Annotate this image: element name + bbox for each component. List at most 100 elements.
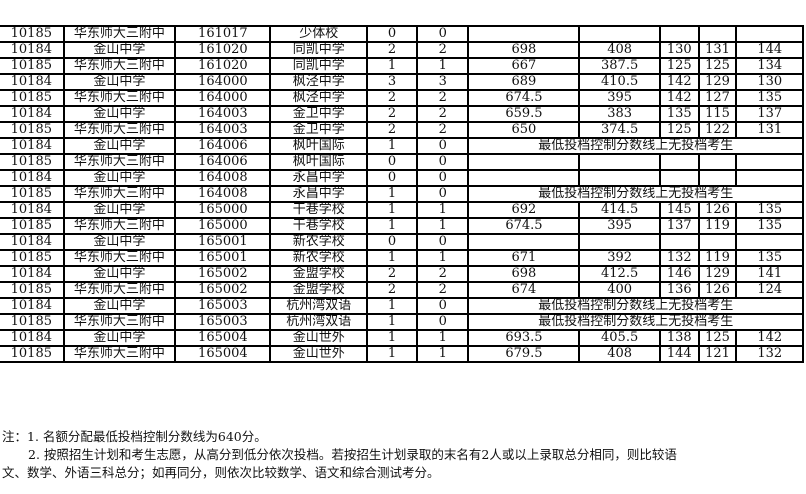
min-three-subject-score-cell: 383 [578, 105, 661, 123]
middle-school-name-cell: 新农学校 [269, 249, 368, 267]
school-name-cell: 金山中学 [62, 201, 177, 219]
min-total-score-cell: 671 [467, 249, 581, 267]
math-score-cell [697, 169, 738, 187]
math-score-cell: 125 [697, 57, 738, 75]
min-total-score-cell: 650 [467, 121, 581, 139]
min-three-subject-score-cell: 400 [578, 281, 661, 299]
foreign-language-score-cell: 135 [735, 201, 804, 219]
note-1: 注：1. 名额分配最低投档控制分数线为640分。 [2, 429, 267, 444]
min-three-subject-score-cell: 405.5 [578, 329, 661, 347]
chinese-score-cell: 137 [658, 217, 700, 235]
table-body: 10185 华东师大三附中 161017 少体校 0 0 10184 金山中学 161020 同凯… [0, 25, 804, 363]
math-score-cell: 126 [697, 281, 738, 299]
school-code-cell: 10185 [0, 185, 65, 203]
school-name-cell: 华东师大三附中 [62, 25, 177, 43]
school-name-cell: 华东师大三附中 [62, 153, 177, 171]
quota-cell: 3 [365, 73, 419, 91]
middle-school-name-cell: 枫泾中学 [269, 89, 368, 107]
middle-school-code-cell: 165004 [174, 329, 272, 347]
school-name-cell: 华东师大三附中 [62, 217, 177, 235]
school-name-cell: 金山中学 [62, 105, 177, 123]
middle-school-code-cell: 165000 [174, 217, 272, 235]
admitted-cell: 0 [416, 185, 470, 203]
middle-school-name-cell: 金卫中学 [269, 105, 368, 123]
middle-school-code-cell: 161020 [174, 57, 272, 75]
min-total-score-cell [467, 233, 581, 251]
foreign-language-score-cell: 144 [735, 41, 804, 59]
math-score-cell [697, 153, 738, 171]
admitted-cell: 2 [416, 121, 470, 139]
table-row: 10184 金山中学 165001 新农学校 0 0 [0, 233, 804, 251]
admitted-cell: 2 [416, 89, 470, 107]
min-total-score-cell: 667 [467, 57, 581, 75]
quota-cell: 0 [365, 233, 419, 251]
chinese-score-cell: 125 [658, 121, 700, 139]
school-name-cell: 金山中学 [62, 265, 177, 283]
foreign-language-score-cell: 131 [735, 121, 804, 139]
middle-school-code-cell: 164006 [174, 153, 272, 171]
middle-school-code-cell: 165003 [174, 313, 272, 331]
school-name-cell: 金山中学 [62, 169, 177, 187]
table-row: 10184 金山中学 164003 金卫中学 2 2 659.5 383 135 115 137 [0, 105, 804, 123]
admitted-cell: 2 [416, 105, 470, 123]
school-code-cell: 10184 [0, 137, 65, 155]
school-code-cell: 10184 [0, 73, 65, 91]
math-score-cell: 122 [697, 121, 738, 139]
middle-school-name-cell: 永昌中学 [269, 185, 368, 203]
min-three-subject-score-cell: 374.5 [578, 121, 661, 139]
min-three-subject-score-cell [578, 169, 661, 187]
admitted-cell: 0 [416, 297, 470, 315]
table-row: 10185 华东师大三附中 165004 金山世外 1 1 679.5 408 144 121 13… [0, 345, 804, 363]
table-row: 10185 华东师大三附中 165002 金盟学校 2 2 674 400 136 126 124 [0, 281, 804, 299]
quota-cell: 1 [365, 57, 419, 75]
min-three-subject-score-cell: 395 [578, 217, 661, 235]
table-row: 10184 金山中学 165003 杭州湾双语 1 0 最低投档控制分数线上无投档考生 [0, 297, 804, 315]
no-candidate-note: 最低投档控制分数线上无投档考生 [467, 137, 804, 155]
admitted-cell: 1 [416, 329, 470, 347]
min-total-score-cell: 698 [467, 265, 581, 283]
middle-school-code-cell: 165002 [174, 281, 272, 299]
table-row: 10185 华东师大三附中 164000 枫泾中学 2 2 674.5 395 142 127 13… [0, 89, 804, 107]
min-total-score-cell [467, 169, 581, 187]
middle-school-name-cell: 同凯中学 [269, 57, 368, 75]
school-code-cell: 10185 [0, 57, 65, 75]
quota-cell: 2 [365, 89, 419, 107]
chinese-score-cell: 145 [658, 201, 700, 219]
foreign-language-score-cell [735, 169, 804, 187]
chinese-score-cell: 142 [658, 89, 700, 107]
foreign-language-score-cell: 135 [735, 89, 804, 107]
middle-school-name-cell: 干巷学校 [269, 201, 368, 219]
chinese-score-cell: 142 [658, 73, 700, 91]
table-row: 10185 华东师大三附中 161020 同凯中学 1 1 667 387.5 125 125 13… [0, 57, 804, 75]
school-name-cell: 华东师大三附中 [62, 281, 177, 299]
foreign-language-score-cell: 142 [735, 329, 804, 347]
middle-school-name-cell: 永昌中学 [269, 169, 368, 187]
math-score-cell: 131 [697, 41, 738, 59]
admitted-cell: 0 [416, 153, 470, 171]
quota-cell: 1 [365, 345, 419, 363]
school-name-cell: 华东师大三附中 [62, 313, 177, 331]
min-three-subject-score-cell: 392 [578, 249, 661, 267]
min-three-subject-score-cell: 410.5 [578, 73, 661, 91]
math-score-cell: 127 [697, 89, 738, 107]
min-total-score-cell: 674.5 [467, 217, 581, 235]
math-score-cell [697, 233, 738, 251]
school-code-cell: 10185 [0, 313, 65, 331]
school-code-cell: 10184 [0, 169, 65, 187]
table-row: 10184 金山中学 165002 金盟学校 2 2 698 412.5 146 129 141 [0, 265, 804, 283]
school-code-cell: 10184 [0, 41, 65, 59]
min-three-subject-score-cell: 395 [578, 89, 661, 107]
school-name-cell: 金山中学 [62, 73, 177, 91]
quota-cell: 1 [365, 185, 419, 203]
admitted-cell: 2 [416, 41, 470, 59]
table-row: 10185 华东师大三附中 164003 金卫中学 2 2 650 374.5 125 122 13… [0, 121, 804, 139]
min-total-score-cell [467, 153, 581, 171]
table-row: 10185 华东师大三附中 165000 干巷学校 1 1 674.5 395 137 119 13… [0, 217, 804, 235]
table-row: 10184 金山中学 164006 枫叶国际 1 0 最低投档控制分数线上无投档考生 [0, 137, 804, 155]
quota-cell: 1 [365, 217, 419, 235]
chinese-score-cell [658, 25, 700, 43]
middle-school-code-cell: 164003 [174, 105, 272, 123]
middle-school-name-cell: 金山世外 [269, 345, 368, 363]
math-score-cell [697, 25, 738, 43]
middle-school-name-cell: 金盟学校 [269, 265, 368, 283]
